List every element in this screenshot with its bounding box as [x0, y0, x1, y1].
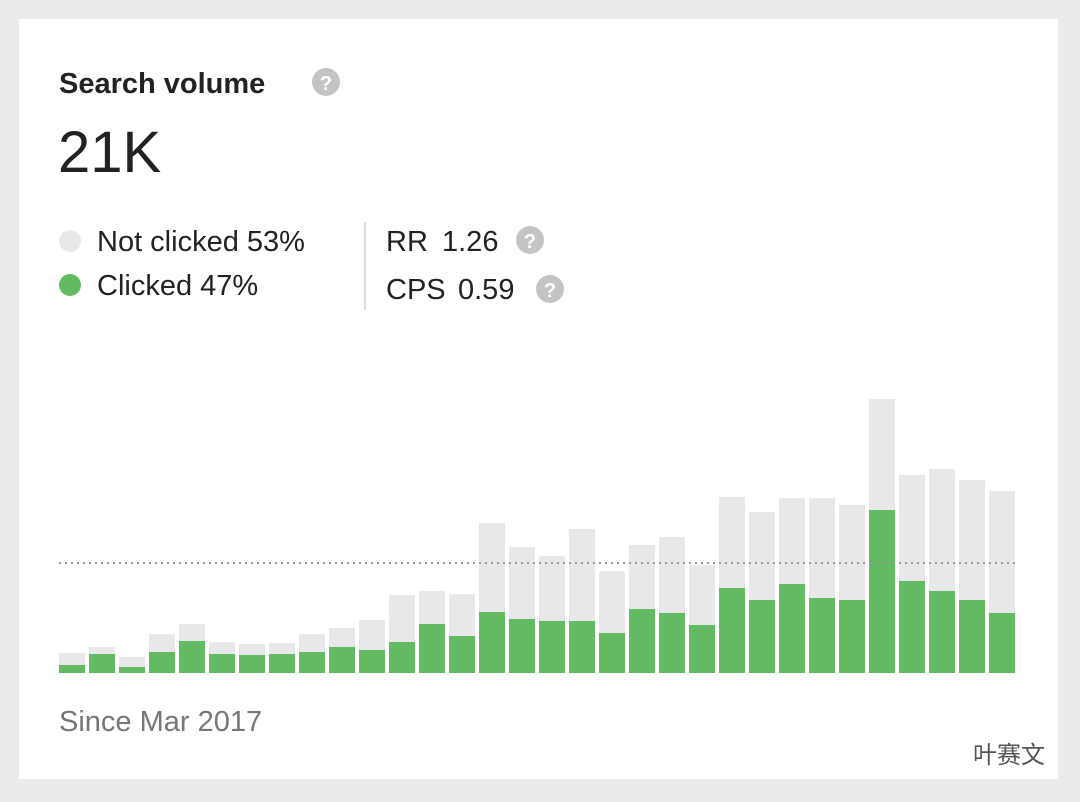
bar-segment	[569, 529, 595, 621]
bar-segment	[209, 642, 235, 654]
bar-segment	[659, 613, 685, 673]
bar-segment	[239, 644, 265, 655]
bar-segment	[359, 650, 385, 673]
footer: Since Mar 2017	[59, 706, 262, 738]
bar-segment	[389, 642, 415, 673]
bar-segment	[149, 634, 175, 652]
help-icon[interactable]	[312, 68, 340, 96]
bar-segment	[629, 545, 655, 609]
bar-segment	[989, 613, 1015, 673]
bar-segment	[269, 654, 295, 673]
bar-segment	[599, 633, 625, 673]
bar-segment	[959, 480, 985, 600]
bar-segment	[809, 598, 835, 673]
bar-segment	[179, 624, 205, 641]
help-icon[interactable]	[516, 226, 544, 254]
bar-segment	[479, 612, 505, 673]
bar-segment	[869, 399, 895, 510]
legend-share: 47%	[200, 270, 258, 302]
bar-segment	[899, 581, 925, 673]
bar-segment	[959, 600, 985, 673]
bar-segment	[689, 625, 715, 673]
bar-segment	[809, 498, 835, 598]
bar-segment	[89, 647, 115, 654]
legend-label: Clicked	[97, 270, 192, 302]
bar-segment	[449, 636, 475, 673]
metric-value: 1.26	[442, 226, 498, 258]
bar-segment	[689, 565, 715, 625]
bar-segment	[329, 628, 355, 647]
bar-segment	[509, 619, 535, 673]
bar-segment	[269, 643, 295, 654]
total-volume: 21K	[58, 120, 162, 185]
bar-segment	[209, 654, 235, 673]
bar-segment	[929, 469, 955, 591]
bar-segment	[419, 591, 445, 624]
metric-label: RR	[386, 226, 428, 258]
watermark: 叶赛文	[973, 742, 1045, 769]
bar-segment	[749, 600, 775, 673]
bar-segment	[539, 621, 565, 673]
help-icon-glyph: ?	[320, 73, 332, 95]
legend-swatch	[59, 274, 81, 296]
bar-segment	[509, 547, 535, 619]
bar-segment	[59, 665, 85, 673]
bar-segment	[329, 647, 355, 673]
bar-segment	[179, 641, 205, 673]
help-icon-glyph: ?	[544, 280, 556, 302]
bar-segment	[479, 523, 505, 612]
bar-segment	[359, 620, 385, 650]
bar-segment	[929, 591, 955, 673]
help-icon-glyph: ?	[524, 231, 536, 253]
bar-segment	[299, 652, 325, 673]
bar-segment	[719, 588, 745, 673]
bar-segment	[119, 657, 145, 667]
bar-segment	[629, 609, 655, 673]
bar-segment	[449, 594, 475, 636]
bar-segment	[989, 491, 1015, 613]
help-icon[interactable]	[536, 275, 564, 303]
bar-segment	[149, 652, 175, 673]
legend-share: 53%	[247, 226, 305, 258]
bar-segment	[119, 667, 145, 673]
bar-segment	[779, 498, 805, 584]
bar-segment	[839, 600, 865, 673]
bar-segment	[89, 654, 115, 673]
bar-segment	[869, 510, 895, 673]
bar-segment	[839, 505, 865, 600]
legend-swatch	[59, 230, 81, 252]
bar-segment	[539, 556, 565, 621]
bar-segment	[299, 634, 325, 652]
metric-value: 0.59	[458, 274, 514, 306]
bar-segment	[899, 475, 925, 581]
bar-segment	[59, 653, 85, 665]
legend-label: Not clicked	[97, 226, 239, 258]
bar-segment	[659, 537, 685, 613]
bar-segment	[419, 624, 445, 673]
bar-segment	[779, 584, 805, 673]
bar-segment	[749, 512, 775, 600]
title: Search volume	[59, 68, 265, 100]
bar-segment	[599, 571, 625, 633]
legend: Not clicked 53% Clicked 47%	[59, 226, 305, 302]
bar-segment	[719, 497, 745, 588]
bar-segment	[569, 621, 595, 673]
metric-label: CPS	[386, 274, 446, 306]
bar-segment	[239, 655, 265, 673]
plot	[59, 399, 1019, 673]
bar-segment	[389, 595, 415, 642]
